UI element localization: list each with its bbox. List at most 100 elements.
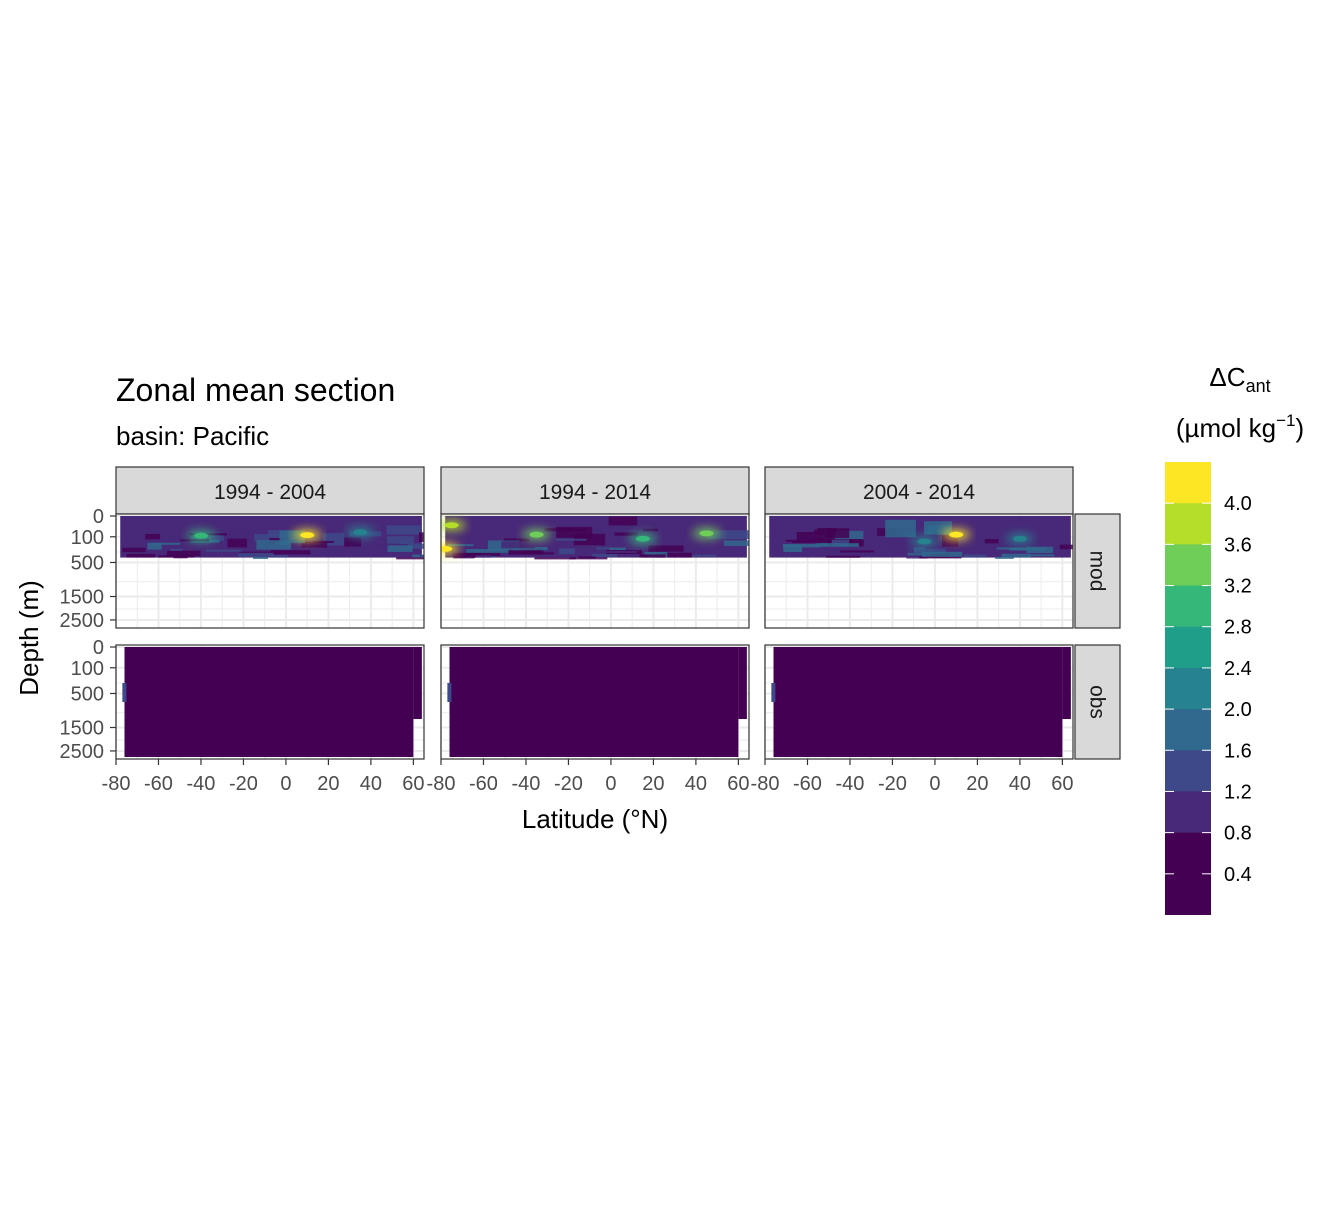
field-patch (831, 539, 850, 547)
x-tick-label: 0 (929, 773, 940, 795)
x-tick-label: -60 (793, 773, 822, 795)
facet-strip-label: 1994 - 2004 (214, 481, 326, 504)
section-field (447, 647, 747, 757)
field-patch (556, 538, 587, 541)
y-tick-label: 2500 (60, 610, 105, 632)
legend-band (1165, 667, 1211, 710)
field-patch (559, 548, 575, 555)
section-field (122, 647, 422, 757)
field-patch (596, 551, 637, 554)
field-patch (412, 554, 424, 558)
panel-obs-2 (764, 644, 1074, 760)
x-tick-label: 20 (966, 773, 988, 795)
row-strip-mod (1074, 513, 1121, 629)
field-patch (624, 555, 649, 558)
field-patch (840, 550, 874, 553)
legend-band (1165, 832, 1211, 875)
field-patch (995, 556, 1014, 559)
legend-break-label: 3.6 (1224, 534, 1252, 556)
field-patch (825, 528, 850, 539)
hotspot-core (300, 532, 315, 539)
field-patch (419, 532, 424, 543)
legend-break-label: 0.4 (1224, 864, 1252, 886)
hotspot-core (635, 535, 650, 542)
legend-break-label: 2.8 (1224, 617, 1252, 639)
field-patch (921, 551, 963, 557)
field-patch (596, 547, 626, 552)
field-patch (639, 554, 666, 558)
facet-panels: 1994 - 2004 1994 - 2014 2004 - 2014 mod obs 0… (60, 466, 1121, 795)
field-patch (1026, 546, 1054, 554)
legend-unit-close: ) (1295, 413, 1304, 443)
hotspot-core (949, 531, 964, 538)
hotspot-core (441, 545, 453, 552)
obs-field-edge (447, 683, 452, 702)
hotspot-core (444, 522, 459, 529)
field-patch (122, 547, 146, 553)
hotspot-core (1012, 535, 1027, 542)
panel-border (440, 644, 750, 760)
legend-band (1165, 626, 1211, 669)
field-patch (583, 548, 610, 555)
field-patch (963, 554, 987, 558)
legend-break-label: 3.2 (1224, 576, 1252, 598)
field-patch (573, 533, 606, 546)
field-patch (942, 535, 959, 547)
field-patch (889, 545, 914, 554)
section-field (120, 516, 424, 560)
panel-mod-1 (440, 513, 750, 629)
y-tick-label: 500 (71, 552, 104, 574)
obs-field (449, 647, 739, 757)
x-tick-label: -80 (427, 773, 456, 795)
field-patch (691, 554, 717, 557)
hotspot-core (699, 530, 714, 537)
field-patch (783, 544, 803, 553)
field-patch (522, 550, 540, 553)
field-patch (126, 553, 156, 558)
legend-unit-text: (µmol kg (1176, 413, 1276, 443)
field-patch (591, 552, 618, 558)
field-patch (447, 534, 462, 539)
x-tick-label: 40 (685, 773, 707, 795)
y-tick-label: 0 (93, 637, 104, 659)
field-patch (275, 541, 290, 545)
legend-break-label: 4.0 (1224, 493, 1252, 515)
legend-break-label: 2.4 (1224, 658, 1252, 680)
field-patch (468, 555, 492, 558)
field-patch (782, 544, 821, 548)
field-patch (1001, 553, 1031, 558)
x-tick-label: 60 (727, 773, 749, 795)
legend-band (1165, 544, 1211, 587)
facet-strip-label: 1994 - 2014 (539, 481, 651, 504)
field-patch (656, 552, 692, 558)
hotspot-core (917, 538, 932, 545)
field-patch (1028, 554, 1055, 557)
hotspot-core (353, 529, 368, 536)
field-patch (157, 555, 195, 558)
field-patch (153, 542, 181, 545)
field-patch (828, 548, 868, 553)
field-patch (996, 547, 1035, 550)
field-patch (643, 528, 659, 532)
field-patch (301, 541, 328, 548)
field-patch (927, 525, 952, 534)
obs-field (124, 647, 414, 757)
x-tick-label: -80 (751, 773, 780, 795)
legend-title-main: ΔC (1209, 362, 1245, 392)
field-patch (145, 533, 161, 540)
field-patch (648, 545, 684, 552)
row-strip-obs (1074, 644, 1121, 760)
field-patch (826, 555, 861, 558)
legend-band (1165, 709, 1211, 751)
y-tick-label: 2500 (60, 741, 105, 763)
field-patch (270, 550, 311, 555)
legend-colorbar (1165, 462, 1211, 915)
legend-break-label: 0.8 (1224, 823, 1252, 845)
field-patch (254, 534, 296, 541)
field-patch (820, 543, 859, 547)
legend-break-label: 1.2 (1224, 781, 1252, 803)
legend-title: ΔCant (1209, 362, 1270, 396)
field-patch (512, 546, 548, 551)
field-patch (919, 556, 962, 559)
